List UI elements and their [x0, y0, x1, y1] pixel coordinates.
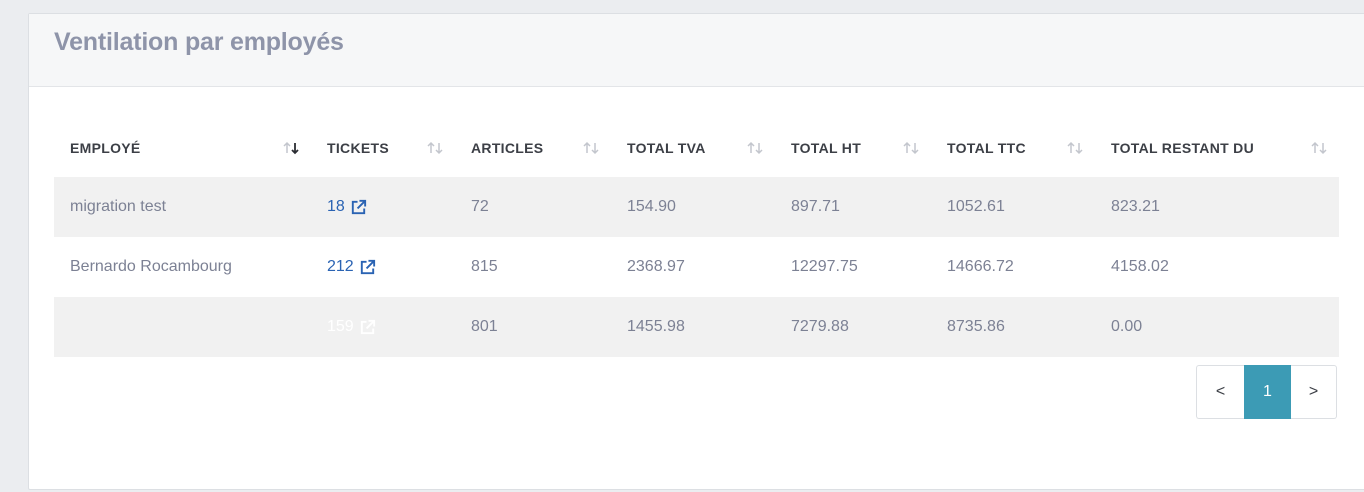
table-row: Bernardo Rocambourg 212 815 2368.97 1229… [54, 237, 1339, 297]
external-link-icon [351, 199, 366, 214]
external-link-icon [360, 259, 375, 274]
cell-articles: 72 [455, 177, 611, 237]
sort-arrows-icon[interactable] [1309, 140, 1329, 156]
page-button-current[interactable]: 1 [1244, 365, 1291, 419]
sort-arrows-icon[interactable] [425, 140, 445, 156]
column-header-articles[interactable]: ARTICLES [455, 119, 611, 177]
column-header-total-tva[interactable]: TOTAL TVA [611, 119, 775, 177]
cell-total-restant-du: 823.21 [1095, 177, 1339, 237]
cell-employe: migration test [54, 177, 311, 237]
cell-tickets: 159 [311, 297, 455, 357]
column-header-label: TOTAL TVA [627, 140, 706, 156]
cell-tickets: 212 [311, 237, 455, 297]
cell-total-restant-du: 4158.02 [1111, 258, 1169, 275]
column-header-employe[interactable]: EMPLOYÉ [54, 119, 311, 177]
cell-total-restant-du: 0.00 [1095, 297, 1339, 357]
cell-total-ht: 12297.75 [791, 258, 858, 275]
external-link-icon [360, 319, 375, 334]
pagination: < 1 > [1196, 365, 1337, 419]
tickets-link[interactable]: 18 [327, 198, 368, 217]
cell-articles: 801 [455, 297, 611, 357]
cell-employe: Bernardo Rocambourg [70, 258, 232, 275]
column-header-total-ttc[interactable]: TOTAL TTC [931, 119, 1095, 177]
column-header-tickets[interactable]: TICKETS [311, 119, 455, 177]
tickets-count: 18 [327, 198, 345, 215]
column-header-total-ht[interactable]: TOTAL HT [775, 119, 931, 177]
column-header-total-restant-du[interactable]: TOTAL RESTANT DU [1095, 119, 1339, 177]
cell-total-tva: 1455.98 [611, 297, 775, 357]
panel-title: Ventilation par employés [54, 28, 344, 56]
tickets-count: 159 [327, 318, 354, 335]
tickets-link[interactable]: 212 [327, 258, 377, 277]
column-header-label: EMPLOYÉ [70, 140, 141, 156]
cell-total-tva: 154.90 [611, 177, 775, 237]
sort-arrows-icon[interactable] [1065, 140, 1085, 156]
column-header-label: ARTICLES [471, 140, 544, 156]
panel: Ventilation par employés EMPLOYÉ [28, 13, 1364, 490]
prev-page-button[interactable]: < [1196, 365, 1244, 419]
column-header-label: TICKETS [327, 140, 389, 156]
sort-arrows-icon[interactable] [745, 140, 765, 156]
column-header-label: TOTAL RESTANT DU [1111, 140, 1254, 156]
tickets-count: 212 [327, 258, 354, 275]
sort-arrows-icon[interactable] [901, 140, 921, 156]
column-header-label: TOTAL TTC [947, 140, 1026, 156]
panel-header: Ventilation par employés [29, 14, 1364, 87]
column-header-label: TOTAL HT [791, 140, 862, 156]
cell-total-ht: 897.71 [775, 177, 931, 237]
cell-total-tva: 2368.97 [627, 258, 685, 275]
tickets-link[interactable]: 159 [327, 318, 377, 337]
sort-arrows-icon[interactable] [581, 140, 601, 156]
table-header-row: EMPLOYÉ TICKETS ARTICLES [54, 119, 1339, 177]
cell-total-ttc: 1052.61 [931, 177, 1095, 237]
cell-tickets: 18 [311, 177, 455, 237]
cell-total-ttc: 8735.86 [931, 297, 1095, 357]
table-row: migration test 18 72 154.90 897.71 1052.… [54, 177, 1339, 237]
cell-articles: 815 [471, 258, 498, 275]
table-row: 159 801 1455.98 7279.88 8735.86 0.00 [54, 297, 1339, 357]
cell-total-ht: 7279.88 [775, 297, 931, 357]
sort-desc-icon[interactable] [281, 140, 301, 156]
cell-employe [54, 297, 311, 357]
cell-total-ttc: 14666.72 [947, 258, 1014, 275]
next-page-button[interactable]: > [1291, 365, 1337, 419]
employees-table: EMPLOYÉ TICKETS ARTICLES [54, 119, 1339, 357]
